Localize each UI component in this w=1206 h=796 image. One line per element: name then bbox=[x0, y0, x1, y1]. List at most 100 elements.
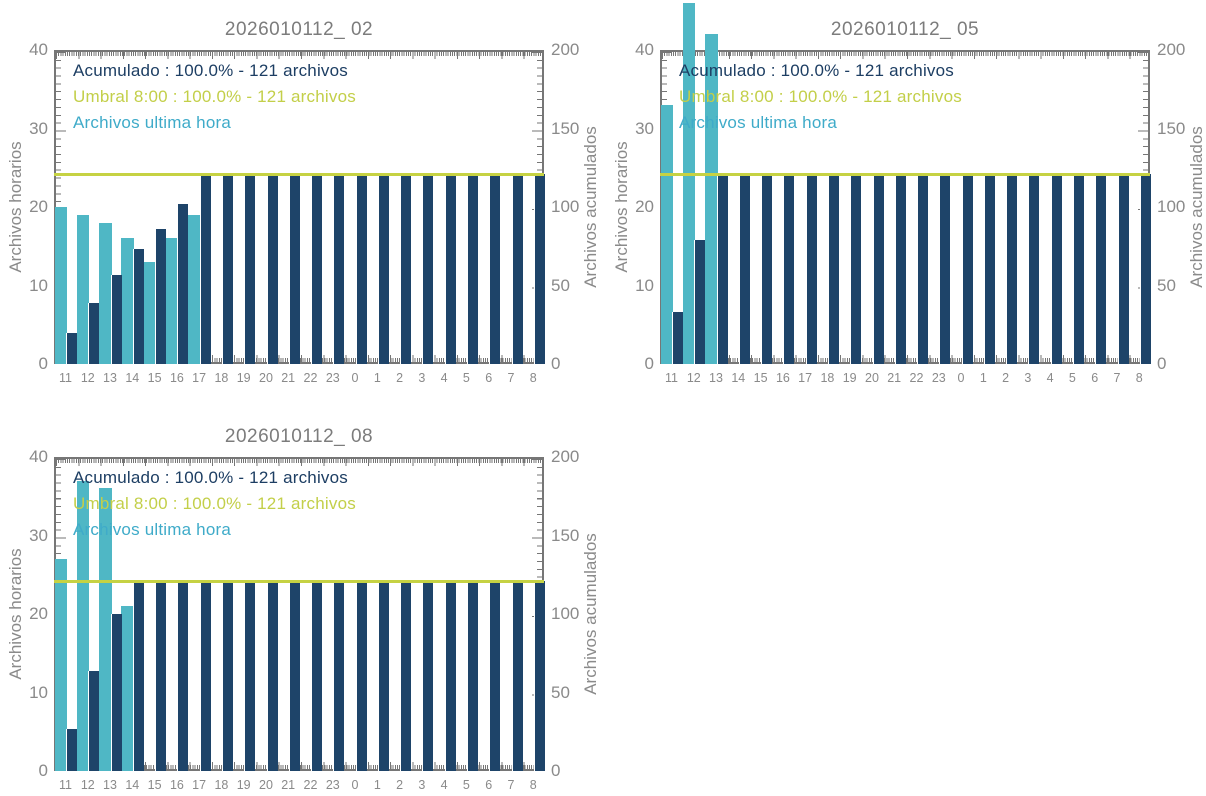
accumulated-files-bar bbox=[672, 312, 683, 364]
accumulated-files-bar bbox=[333, 174, 345, 364]
accumulated-files-bar bbox=[1139, 174, 1151, 364]
threshold-line bbox=[54, 580, 544, 583]
y-right-tick-label: 100 bbox=[1157, 197, 1186, 216]
accumulated-files-bar bbox=[466, 174, 478, 364]
hourly-files-bar bbox=[143, 261, 157, 364]
x-tick-label: 22 bbox=[909, 371, 924, 385]
x-tick-label: 19 bbox=[842, 371, 857, 385]
y-right-tick-label: 50 bbox=[551, 682, 570, 702]
accumulated-files-bar bbox=[1072, 174, 1084, 364]
x-tick-label: 8 bbox=[529, 778, 537, 792]
hourly-files-bar bbox=[165, 238, 179, 364]
x-tick-label: 4 bbox=[440, 371, 448, 385]
accumulated-files-bar bbox=[917, 174, 928, 364]
accumulated-files-bar bbox=[533, 581, 545, 771]
x-tick-label: 19 bbox=[236, 371, 251, 385]
hourly-files-bar bbox=[99, 488, 112, 771]
y-right-tick-label: 200 bbox=[551, 447, 580, 466]
x-tick-label: 7 bbox=[507, 371, 515, 385]
accumulated-files-bar bbox=[894, 174, 906, 364]
y-left-tick-label: 40 bbox=[29, 40, 48, 59]
accumulated-files-bar bbox=[850, 174, 862, 364]
x-tick-label: 7 bbox=[507, 778, 515, 792]
accumulated-files-bar bbox=[266, 174, 278, 364]
accumulated-files-bar bbox=[110, 274, 122, 364]
accumulated-files-bar bbox=[1050, 174, 1062, 364]
x-tick-label: 21 bbox=[281, 371, 296, 385]
accumulated-files-bar bbox=[221, 174, 233, 364]
accumulated-files-bar bbox=[1095, 174, 1107, 364]
accumulated-files-bar bbox=[177, 203, 189, 364]
x-tick-label: 20 bbox=[259, 778, 273, 792]
accumulated-files-bar bbox=[422, 581, 434, 771]
x-tick-label: 1 bbox=[373, 371, 381, 385]
x-tick-label: 2 bbox=[396, 371, 404, 385]
accumulated-files-bar bbox=[827, 174, 839, 364]
hourly-files-bar bbox=[76, 214, 90, 364]
accumulated-files-bar bbox=[132, 581, 144, 771]
accumulated-files-bar bbox=[983, 174, 995, 364]
y-left-tick-label: 10 bbox=[29, 682, 48, 702]
accumulated-files-bar bbox=[311, 581, 322, 771]
accumulated-files-bar bbox=[444, 174, 456, 364]
x-tick-label: 15 bbox=[147, 778, 162, 792]
x-tick-label: 7 bbox=[1113, 371, 1121, 385]
x-tick-label: 13 bbox=[709, 371, 723, 385]
accumulated-files-bar bbox=[1117, 174, 1129, 364]
x-tick-label: 14 bbox=[731, 371, 746, 385]
x-tick-label: 1 bbox=[373, 778, 381, 792]
y-left-axis-title: Archivos horarios bbox=[6, 548, 25, 680]
x-axis-major-ticks-top bbox=[56, 52, 542, 59]
y-right-tick-label: 0 bbox=[551, 354, 561, 373]
y-right-axis-title: Archivos acumulados bbox=[581, 533, 600, 695]
y-left-tick-label: 20 bbox=[635, 197, 654, 216]
y-left-tick-label: 30 bbox=[29, 118, 48, 138]
x-tick-label: 0 bbox=[351, 778, 359, 792]
accumulated-files-bar bbox=[221, 581, 233, 771]
x-tick-label: 5 bbox=[462, 371, 470, 385]
accumulated-files-bar bbox=[244, 174, 256, 364]
x-tick-label: 1 bbox=[979, 371, 987, 385]
accumulated-files-bar bbox=[355, 581, 367, 771]
accumulated-files-bar bbox=[694, 240, 706, 364]
accumulated-files-bar bbox=[110, 614, 122, 771]
x-tick-label: 20 bbox=[259, 371, 273, 385]
accumulated-files-bar bbox=[511, 581, 523, 771]
x-tick-label: 6 bbox=[485, 371, 493, 385]
accumulated-files-bar bbox=[961, 174, 973, 364]
accumulated-files-bar bbox=[444, 581, 456, 771]
chart-title: 2026010112_ 02 bbox=[224, 19, 374, 40]
x-axis-minor-ticks-top bbox=[56, 459, 542, 463]
threshold-line bbox=[660, 173, 1150, 176]
x-tick-label: 8 bbox=[1135, 371, 1143, 385]
x-tick-label: 3 bbox=[418, 371, 426, 385]
x-tick-label: 12 bbox=[686, 371, 701, 385]
accumulated-files-bar bbox=[288, 174, 300, 364]
accumulated-files-bar bbox=[132, 249, 144, 364]
y-right-tick-label: 100 bbox=[551, 604, 580, 623]
x-axis-minor-ticks-top bbox=[56, 52, 542, 56]
y-left-tick-label: 30 bbox=[29, 525, 48, 545]
legend-line: Acumulado : 100.0% - 121 archivos bbox=[679, 61, 954, 80]
x-tick-label: 5 bbox=[462, 778, 470, 792]
hourly-files-bar bbox=[188, 214, 201, 364]
x-tick-label: 6 bbox=[1091, 371, 1099, 385]
x-tick-label: 0 bbox=[957, 371, 965, 385]
x-tick-label: 15 bbox=[753, 371, 768, 385]
hourly-files-bar bbox=[682, 2, 696, 364]
x-tick-label: 23 bbox=[325, 778, 340, 792]
threshold-line bbox=[54, 173, 544, 176]
x-tick-label: 13 bbox=[103, 371, 117, 385]
y-right-tick-label: 100 bbox=[551, 197, 580, 216]
x-tick-label: 17 bbox=[192, 371, 207, 385]
accumulated-files-bar bbox=[489, 174, 501, 364]
x-tick-label: 23 bbox=[325, 371, 340, 385]
accumulated-files-bar bbox=[311, 174, 322, 364]
legend-line: Archivos ultima hora bbox=[73, 520, 232, 539]
legend-line: Acumulado : 100.0% - 121 archivos bbox=[73, 468, 348, 487]
accumulated-files-bar bbox=[738, 174, 750, 364]
x-axis-minor-ticks-top bbox=[662, 52, 1148, 56]
accumulated-files-bar bbox=[266, 581, 278, 771]
hourly-files-bar bbox=[705, 34, 718, 364]
